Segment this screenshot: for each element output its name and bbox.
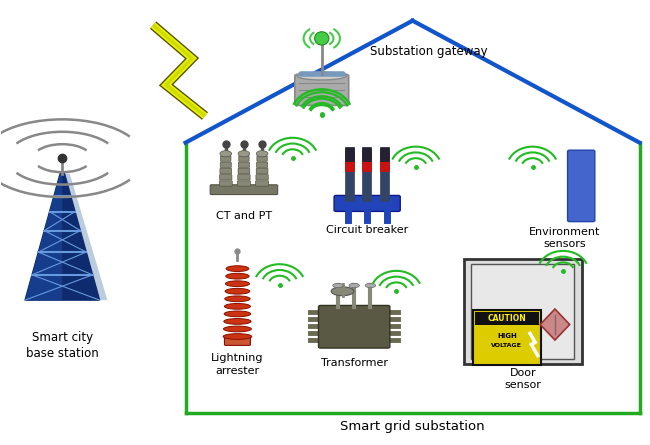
FancyBboxPatch shape xyxy=(257,162,268,167)
FancyBboxPatch shape xyxy=(220,162,231,167)
Text: HIGH: HIGH xyxy=(497,332,517,339)
Ellipse shape xyxy=(333,283,343,288)
FancyBboxPatch shape xyxy=(220,156,231,161)
Text: Lightning
arrester: Lightning arrester xyxy=(211,353,264,376)
FancyBboxPatch shape xyxy=(238,168,250,174)
FancyBboxPatch shape xyxy=(567,150,595,222)
FancyBboxPatch shape xyxy=(239,156,249,161)
Ellipse shape xyxy=(223,334,252,340)
Ellipse shape xyxy=(349,283,359,288)
Text: Door
sensor: Door sensor xyxy=(504,368,541,390)
Text: Environment
sensors: Environment sensors xyxy=(529,227,601,249)
FancyBboxPatch shape xyxy=(238,174,250,180)
FancyBboxPatch shape xyxy=(471,264,575,359)
FancyBboxPatch shape xyxy=(255,181,268,186)
Ellipse shape xyxy=(226,266,249,271)
Polygon shape xyxy=(540,309,569,340)
FancyBboxPatch shape xyxy=(295,74,348,105)
Ellipse shape xyxy=(224,319,251,324)
Text: CT and PT: CT and PT xyxy=(216,211,272,222)
Polygon shape xyxy=(25,174,62,300)
Polygon shape xyxy=(25,174,99,300)
Ellipse shape xyxy=(298,72,346,80)
FancyBboxPatch shape xyxy=(220,168,231,174)
Ellipse shape xyxy=(220,151,231,157)
FancyBboxPatch shape xyxy=(237,181,250,186)
FancyBboxPatch shape xyxy=(224,336,250,345)
FancyBboxPatch shape xyxy=(474,312,539,325)
Text: Smart grid substation: Smart grid substation xyxy=(340,420,485,433)
Ellipse shape xyxy=(256,151,268,157)
FancyBboxPatch shape xyxy=(256,174,268,180)
Ellipse shape xyxy=(225,296,250,302)
Ellipse shape xyxy=(331,287,354,295)
Ellipse shape xyxy=(224,311,251,317)
Ellipse shape xyxy=(225,288,250,294)
FancyBboxPatch shape xyxy=(257,156,267,161)
Text: Substation gateway: Substation gateway xyxy=(370,45,488,58)
FancyBboxPatch shape xyxy=(334,195,400,211)
Ellipse shape xyxy=(238,151,250,157)
Ellipse shape xyxy=(224,326,252,332)
FancyBboxPatch shape xyxy=(464,259,582,364)
Ellipse shape xyxy=(224,303,250,309)
Text: CAUTION: CAUTION xyxy=(488,314,526,323)
Text: Smart city
base station: Smart city base station xyxy=(26,331,99,360)
Ellipse shape xyxy=(315,32,329,45)
Ellipse shape xyxy=(226,273,249,279)
FancyBboxPatch shape xyxy=(220,174,232,180)
FancyBboxPatch shape xyxy=(210,185,278,194)
FancyBboxPatch shape xyxy=(219,181,232,186)
FancyBboxPatch shape xyxy=(318,305,390,348)
Ellipse shape xyxy=(365,283,376,288)
FancyBboxPatch shape xyxy=(239,162,250,167)
Ellipse shape xyxy=(226,281,250,287)
Text: VOLTAGE: VOLTAGE xyxy=(491,344,522,348)
Text: Circuit breaker: Circuit breaker xyxy=(326,225,408,235)
FancyBboxPatch shape xyxy=(256,168,268,174)
FancyBboxPatch shape xyxy=(473,311,541,365)
Text: Transformer: Transformer xyxy=(320,358,387,368)
Polygon shape xyxy=(64,174,107,300)
